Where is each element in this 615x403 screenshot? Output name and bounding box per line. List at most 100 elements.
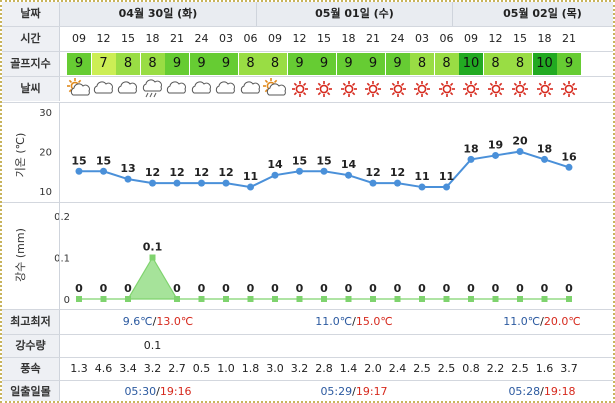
precip-amount-row: 강수량 0.1 <box>2 335 613 357</box>
minmax-row-label: 최고최저 <box>2 310 60 334</box>
cloudy-icon <box>240 81 260 94</box>
temperature-label: 12 <box>169 166 184 179</box>
golf-index-cell: 9 <box>165 53 189 75</box>
golf-index-cell: 8 <box>140 53 165 75</box>
temperature-label: 12 <box>390 166 405 179</box>
precipitation-point <box>100 296 107 302</box>
hour-cell: 21 <box>366 32 380 45</box>
temperature-label: 13 <box>120 162 135 175</box>
hour-cell: 21 <box>170 32 184 45</box>
temperature-point <box>173 179 181 187</box>
hour-cell: 09 <box>72 32 86 45</box>
minmax-separator: / <box>540 315 544 328</box>
precipitation-label: 0 <box>198 282 206 295</box>
high-temp: 20.0℃ <box>543 315 581 328</box>
temperature-label: 15 <box>316 154 331 167</box>
hour-cell: 15 <box>121 32 135 45</box>
day-label: 05월 02일 (목) <box>452 2 613 26</box>
minmax-separator: / <box>352 315 356 328</box>
wind-speed-cell: 1.0 <box>217 362 235 375</box>
hour-cell: 12 <box>96 32 111 45</box>
temperature-point <box>149 179 156 187</box>
precipitation-label: 0 <box>369 282 377 295</box>
wind-speed-cell: 2.8 <box>315 362 333 375</box>
wind-speed-cell: 2.5 <box>413 362 431 375</box>
wind-speed-cell: 2.7 <box>168 362 186 375</box>
wind-speed-cell: 2.2 <box>486 362 505 375</box>
temperature-label: 20 <box>512 135 528 148</box>
hour-cell: 15 <box>317 32 331 45</box>
golf-index-cell: 9 <box>189 53 214 75</box>
sun-row: 일출일몰 05:30/19:16 05:29/19:17 05:28/19:18 <box>2 381 613 401</box>
precip-amount-cell: 0.1 <box>143 339 162 352</box>
precipitation-label: 0 <box>320 282 328 295</box>
temperature-point <box>247 183 254 191</box>
precipitation-point <box>566 296 572 302</box>
cloudy-icon <box>93 81 113 94</box>
precipitation-point <box>394 296 401 302</box>
golf-index-cell: 8 <box>116 53 140 75</box>
precipitation-point <box>149 254 156 261</box>
temperature-label: 14 <box>267 158 283 171</box>
wind-speed-cell: 3.2 <box>143 362 162 375</box>
hour-cell: 12 <box>488 32 503 45</box>
golf-index-cell: 9 <box>557 53 581 75</box>
wind-speed-cell: 2.4 <box>388 362 407 375</box>
precipitation-point <box>198 296 205 302</box>
y-tick-label: 0.1 <box>54 254 70 265</box>
hour-cell: 15 <box>513 32 527 45</box>
sunrise-time: 05:29 <box>320 385 353 398</box>
temperature-point <box>394 179 401 187</box>
precipitation-point <box>247 296 254 302</box>
partly-cloudy-icon <box>67 78 90 96</box>
wind-speed-cell: 1.6 <box>535 362 554 375</box>
wind-speed-cell: 3.0 <box>266 362 284 375</box>
precipitation-label: 0 <box>124 282 132 295</box>
low-temp: 11.0℃ <box>503 315 541 328</box>
y-tick-label: 10 <box>39 187 52 198</box>
sunny-icon <box>365 81 381 97</box>
temperature-point <box>100 167 107 175</box>
temperature-point <box>541 155 548 163</box>
temperature-point <box>345 171 352 179</box>
sunny-icon <box>512 81 528 97</box>
temperature-label: 19 <box>488 138 503 151</box>
temperature-point <box>320 167 328 175</box>
wind-row-label: 풍속 <box>2 358 60 380</box>
precipitation-point <box>125 296 131 302</box>
chart-axis-column <box>2 103 60 309</box>
precipitation-point <box>272 296 278 302</box>
golf-index-cell: 9 <box>336 53 361 75</box>
y-tick-label: 0.2 <box>54 212 70 223</box>
wind-speed-cell: 3.4 <box>119 362 137 375</box>
day-sun: 05:29/19:17 <box>256 381 452 401</box>
wind-speed-cell: 2.5 <box>437 362 456 375</box>
precipitation-point <box>419 296 425 302</box>
wind-speed-cell: 0.8 <box>462 362 480 375</box>
sunny-icon <box>463 81 479 97</box>
temperature-label: 18 <box>537 142 552 155</box>
golf-index-cell: 7 <box>91 53 116 75</box>
sunny-icon <box>536 81 553 97</box>
sunny-icon <box>561 81 577 97</box>
precipitation-point <box>76 296 82 302</box>
golf-index-cell: 8 <box>483 53 508 75</box>
temperature-point <box>124 175 132 183</box>
sunrise-time: 05:30 <box>124 385 157 398</box>
precipitation-label: 0 <box>516 282 524 295</box>
golf-index-cell: 8 <box>434 53 459 75</box>
sun-separator: / <box>156 385 160 398</box>
precipitation-chart: 강수 (mm) 0 0.1 0.2 0 0 0 0.1 0 0 0 0 0 0 0 0 0 0 0 0 0 0 0 0 0 <box>14 212 573 306</box>
golf-index-cell: 9 <box>361 53 385 75</box>
rain-icon <box>142 79 162 98</box>
wind-speed-cell: 3.2 <box>290 362 309 375</box>
precipitation-label: 0 <box>296 282 304 295</box>
precipitation-label: 0 <box>247 282 255 295</box>
hour-cell: 18 <box>537 32 552 45</box>
hour-cell: 12 <box>292 32 307 45</box>
high-temp: 13.0℃ <box>156 315 194 328</box>
precipitation-label: 0 <box>492 282 500 295</box>
sun-separator: / <box>540 385 544 398</box>
wind-speed-cell: 0.5 <box>192 362 211 375</box>
precipitation-point <box>321 296 327 302</box>
